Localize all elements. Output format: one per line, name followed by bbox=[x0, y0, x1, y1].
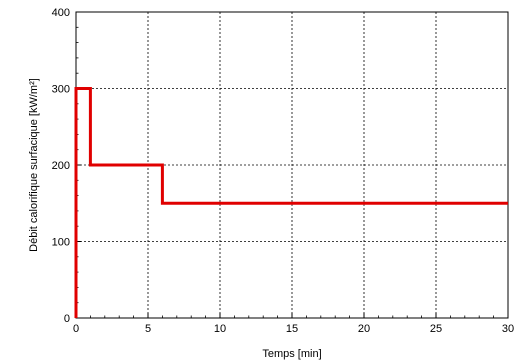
y-tick-label: 100 bbox=[52, 237, 70, 249]
x-tick-label: 25 bbox=[430, 323, 442, 335]
y-tick-label: 300 bbox=[52, 84, 70, 96]
x-tick-label: 5 bbox=[145, 323, 151, 335]
x-tick-label: 20 bbox=[358, 323, 370, 335]
y-tick-label: 0 bbox=[64, 313, 70, 325]
x-axis-label: Temps [min] bbox=[262, 348, 321, 360]
series bbox=[74, 87, 509, 319]
x-tick-label: 0 bbox=[73, 323, 79, 335]
y-axis-label: Débit calorifique surfacique [kW/m²] bbox=[28, 78, 40, 252]
y-tick-label: 200 bbox=[52, 160, 70, 172]
x-tick-label: 30 bbox=[502, 323, 514, 335]
x-tick-label: 10 bbox=[214, 323, 226, 335]
ticks bbox=[75, 11, 509, 319]
x-tick-label: 15 bbox=[286, 323, 298, 335]
y-tick-label: 400 bbox=[52, 7, 70, 19]
